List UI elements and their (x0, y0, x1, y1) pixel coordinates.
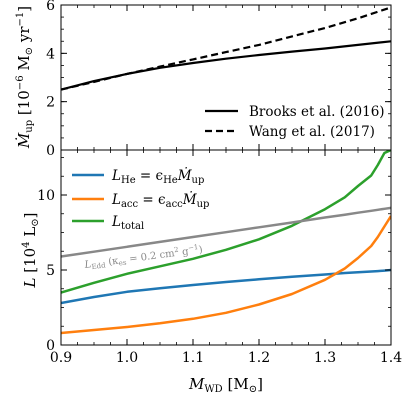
top-panel: 0 2 4 6 Brooks et al. (2016) Wang et al. (2… (15, 0, 392, 159)
bottom-ytick-label: 0 (46, 338, 55, 354)
annot-sup2: 2 (174, 246, 179, 255)
acc-L-sub: acc (121, 199, 139, 210)
bottom-axis-ticks: 0 5 10 0.9 1.0 1.1 1.2 1.3 1.4 (37, 150, 402, 366)
annot-kappa-sub: es (118, 259, 127, 268)
top-ytick-label: 6 (46, 0, 55, 14)
top-series-lines (61, 6, 391, 91)
bottom-series-l-total (61, 150, 391, 294)
legend-label-he: LHe = ϵHeṀup (111, 167, 204, 186)
x-sub: WD (204, 384, 222, 395)
annot-l: L (83, 259, 92, 271)
ledd-annotation: LEdd (κes = 0.2 cm2 g−1) (83, 243, 204, 273)
top-ytick-label: 0 (46, 143, 55, 159)
legend-label-wang: Wang et al. (2017) (249, 124, 375, 140)
acc-eps-sub: acc (166, 199, 184, 210)
top-series-wang-et-al-2017 (61, 6, 391, 91)
annot-close: ) (198, 245, 203, 256)
bottom-y-axis-title: L [104 L⊙] (21, 212, 41, 288)
y-top-m: M (15, 55, 33, 75)
y-top-unit: [10 (15, 90, 33, 120)
bottom-series-l-he-he-up (61, 268, 391, 305)
annot-eq: = 0.2 cm (125, 248, 175, 265)
annot-l-sub: Edd (91, 261, 107, 271)
bottom-ytick-label: 5 (46, 263, 55, 279)
y-top-yr: yr (15, 26, 33, 47)
y-bot-L: L (21, 278, 39, 289)
bottom-series-l-edd (61, 206, 391, 258)
tot-L: L (111, 214, 121, 230)
x-close: ] (257, 375, 263, 393)
xtick-label: 1.0 (116, 350, 138, 366)
bottom-legend: LHe = ϵHeṀup Lacc = ϵaccṀup Ltotal (72, 167, 209, 232)
x-M: M (188, 375, 205, 393)
annot-g: g (178, 246, 190, 258)
y-top-sun: ⊙ (24, 47, 35, 55)
y-bot-unit: [10 (21, 248, 39, 278)
bottom-ytick-label: 10 (37, 188, 55, 204)
xtick-label: 1.4 (380, 350, 402, 366)
y-bot-l: L (21, 227, 39, 242)
he-eps-sub: He (163, 175, 178, 186)
xtick-label: 1.1 (182, 350, 204, 366)
annot-supm1: −1 (188, 243, 199, 252)
top-y-axis-title: Ṁup [10−6 M⊙ yr−1] (15, 6, 35, 149)
y-bot-close: ] (21, 212, 39, 218)
acc-eq: = ϵ (138, 192, 165, 208)
y-top-close: ] (15, 6, 33, 12)
bottom-series-l-acc-acc-up (61, 215, 391, 335)
he-mdot-sub: up (192, 175, 205, 186)
top-ytick-label: 2 (46, 95, 55, 111)
bottom-plot-frame (60, 149, 392, 346)
bottom-series-lines (61, 150, 391, 335)
xtick-label: 0.9 (50, 350, 72, 366)
y-bot-sun: ⊙ (30, 218, 41, 226)
legend-label-acc: Lacc = ϵaccṀup (111, 191, 209, 210)
y-top-sub: up (24, 120, 35, 133)
tot-L-sub: total (121, 221, 144, 232)
annot-rest: (κ (104, 256, 119, 269)
he-mdot: Ṁ (177, 167, 193, 184)
top-legend: Brooks et al. (2016) Wang et al. (2017) (205, 104, 385, 140)
top-ytick-label: 4 (46, 46, 55, 62)
he-L: L (111, 168, 121, 184)
y-bot-exp: 4 (21, 241, 32, 247)
x-sun: ⊙ (249, 384, 257, 395)
acc-mdot: Ṁ (182, 191, 198, 208)
y-top-mdot: Ṁ (15, 132, 33, 149)
he-eq: = ϵ (136, 168, 163, 184)
xtick-label: 1.3 (314, 350, 336, 366)
legend-label-total: Ltotal (111, 214, 144, 232)
top-series-brooks-et-al-2016 (61, 40, 391, 91)
x-axis-title: MWD [M⊙] (188, 375, 263, 395)
acc-L: L (111, 192, 121, 208)
x-unit: [M (223, 375, 249, 393)
xtick-label: 1.2 (248, 350, 270, 366)
y-top-exp2: −1 (15, 12, 26, 27)
he-L-sub: He (121, 175, 136, 186)
legend-label-brooks: Brooks et al. (2016) (249, 104, 385, 120)
acc-mdot-sub: up (197, 199, 210, 210)
y-top-exp: −6 (15, 75, 26, 90)
